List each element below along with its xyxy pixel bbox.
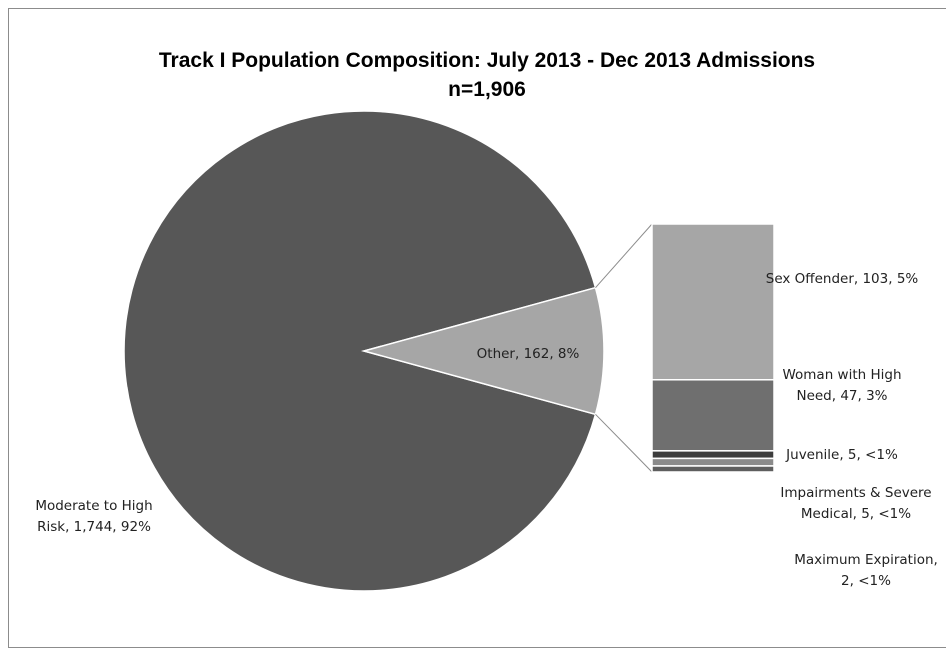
data-label-other-line: Other, 162, 8% bbox=[477, 346, 580, 362]
data-label-juvenile: Juvenile, 5, <1% bbox=[785, 447, 898, 463]
data-label-impairments-severe-medical-line: Medical, 5, <1% bbox=[801, 506, 911, 522]
connector-line-top bbox=[595, 223, 653, 289]
data-label-other: Other, 162, 8% bbox=[477, 346, 580, 362]
bar-segment-sex-offender bbox=[651, 223, 775, 381]
data-label-woman-with-high-need-line: Need, 47, 3% bbox=[796, 388, 887, 404]
bar-segment-maximum-expiration bbox=[651, 465, 775, 473]
stacked-bar bbox=[651, 223, 775, 473]
bar-segment-impairments-severe-medical bbox=[651, 457, 775, 467]
data-label-maximum-expiration: Maximum Expiration, 2, <1% bbox=[794, 552, 938, 589]
chart-title: Track I Population Composition: July 201… bbox=[159, 49, 815, 72]
connector-lines bbox=[595, 223, 653, 473]
data-labels: Moderate to High Risk, 1,744, 92% Other, 1… bbox=[35, 271, 938, 589]
pie-slice-moderate-to-high-risk bbox=[123, 110, 597, 592]
bar-of-pie-chart: Track I Population Composition: July 201… bbox=[35, 49, 938, 592]
data-label-moderate-to-high-risk: Moderate to High Risk, 1,744, 92% bbox=[35, 498, 152, 535]
data-label-moderate-to-high-risk-line: Risk, 1,744, 92% bbox=[37, 519, 151, 535]
data-label-maximum-expiration-line: Maximum Expiration, bbox=[794, 552, 938, 568]
pie bbox=[123, 110, 605, 592]
chart-subtitle: n=1,906 bbox=[448, 78, 526, 101]
bar-segment-juvenile bbox=[651, 450, 775, 460]
connector-line-bottom bbox=[595, 413, 653, 473]
data-label-maximum-expiration-line: 2, <1% bbox=[841, 573, 891, 589]
pie-slice-other bbox=[361, 286, 605, 416]
data-label-woman-with-high-need: Woman with High Need, 47, 3% bbox=[782, 367, 901, 404]
chart-frame: Track I Population Composition: July 201… bbox=[8, 8, 946, 648]
data-label-impairments-severe-medical-line: Impairments & Severe bbox=[780, 485, 931, 501]
data-label-sex-offender: Sex Offender, 103, 5% bbox=[766, 271, 919, 287]
data-label-sex-offender-line: Sex Offender, 103, 5% bbox=[766, 271, 919, 287]
data-label-moderate-to-high-risk-line: Moderate to High bbox=[35, 498, 152, 514]
bar-segment-woman-with-high-need bbox=[651, 379, 775, 452]
data-label-juvenile-line: Juvenile, 5, <1% bbox=[785, 447, 898, 463]
data-label-impairments-severe-medical: Impairments & Severe Medical, 5, <1% bbox=[780, 485, 931, 522]
data-label-woman-with-high-need-line: Woman with High bbox=[782, 367, 901, 383]
